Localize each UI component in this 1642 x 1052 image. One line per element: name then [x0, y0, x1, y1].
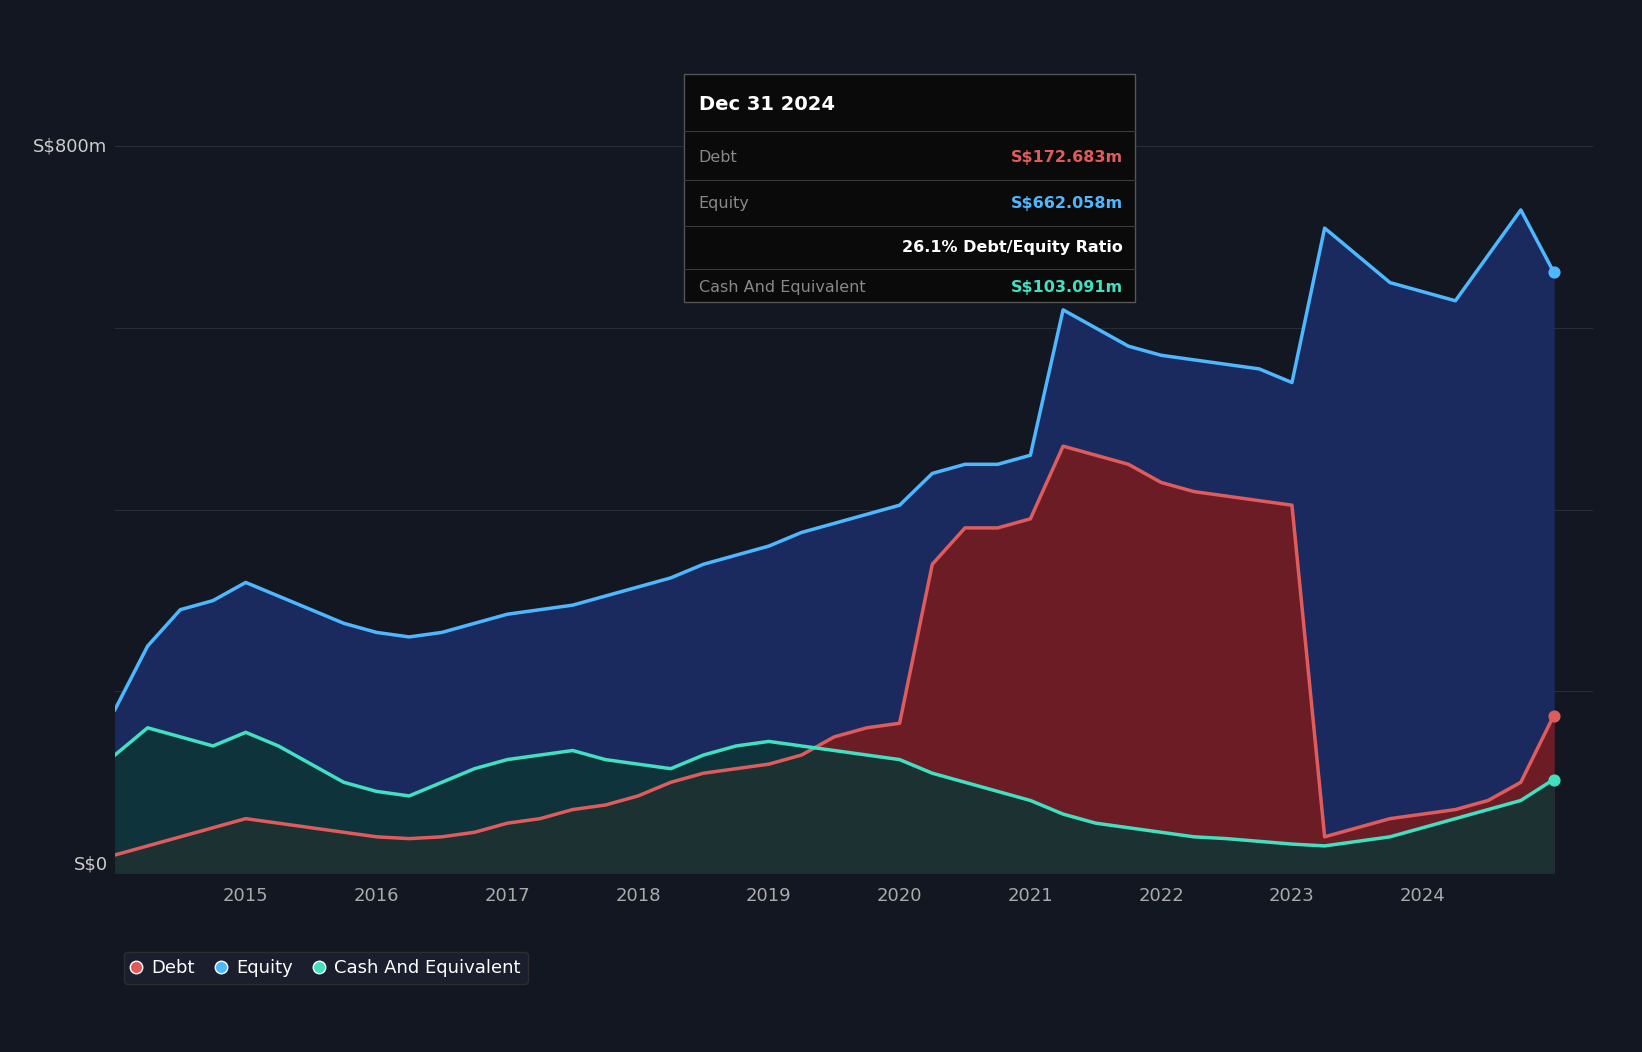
Text: S$103.091m: S$103.091m [1011, 281, 1123, 296]
Text: S$662.058m: S$662.058m [1011, 197, 1123, 211]
Text: Dec 31 2024: Dec 31 2024 [699, 95, 834, 114]
Text: 26.1% Debt/Equity Ratio: 26.1% Debt/Equity Ratio [901, 241, 1123, 256]
Text: S$0: S$0 [74, 855, 108, 873]
Text: S$800m: S$800m [33, 138, 108, 156]
Text: Cash And Equivalent: Cash And Equivalent [699, 281, 865, 296]
Text: Debt: Debt [699, 150, 737, 165]
Legend: Debt, Equity, Cash And Equivalent: Debt, Equity, Cash And Equivalent [123, 952, 529, 984]
Text: S$172.683m: S$172.683m [1011, 150, 1123, 165]
Point [1540, 771, 1566, 788]
Point [1540, 708, 1566, 725]
Point [1540, 263, 1566, 280]
FancyBboxPatch shape [685, 74, 1135, 302]
Text: Equity: Equity [699, 197, 749, 211]
